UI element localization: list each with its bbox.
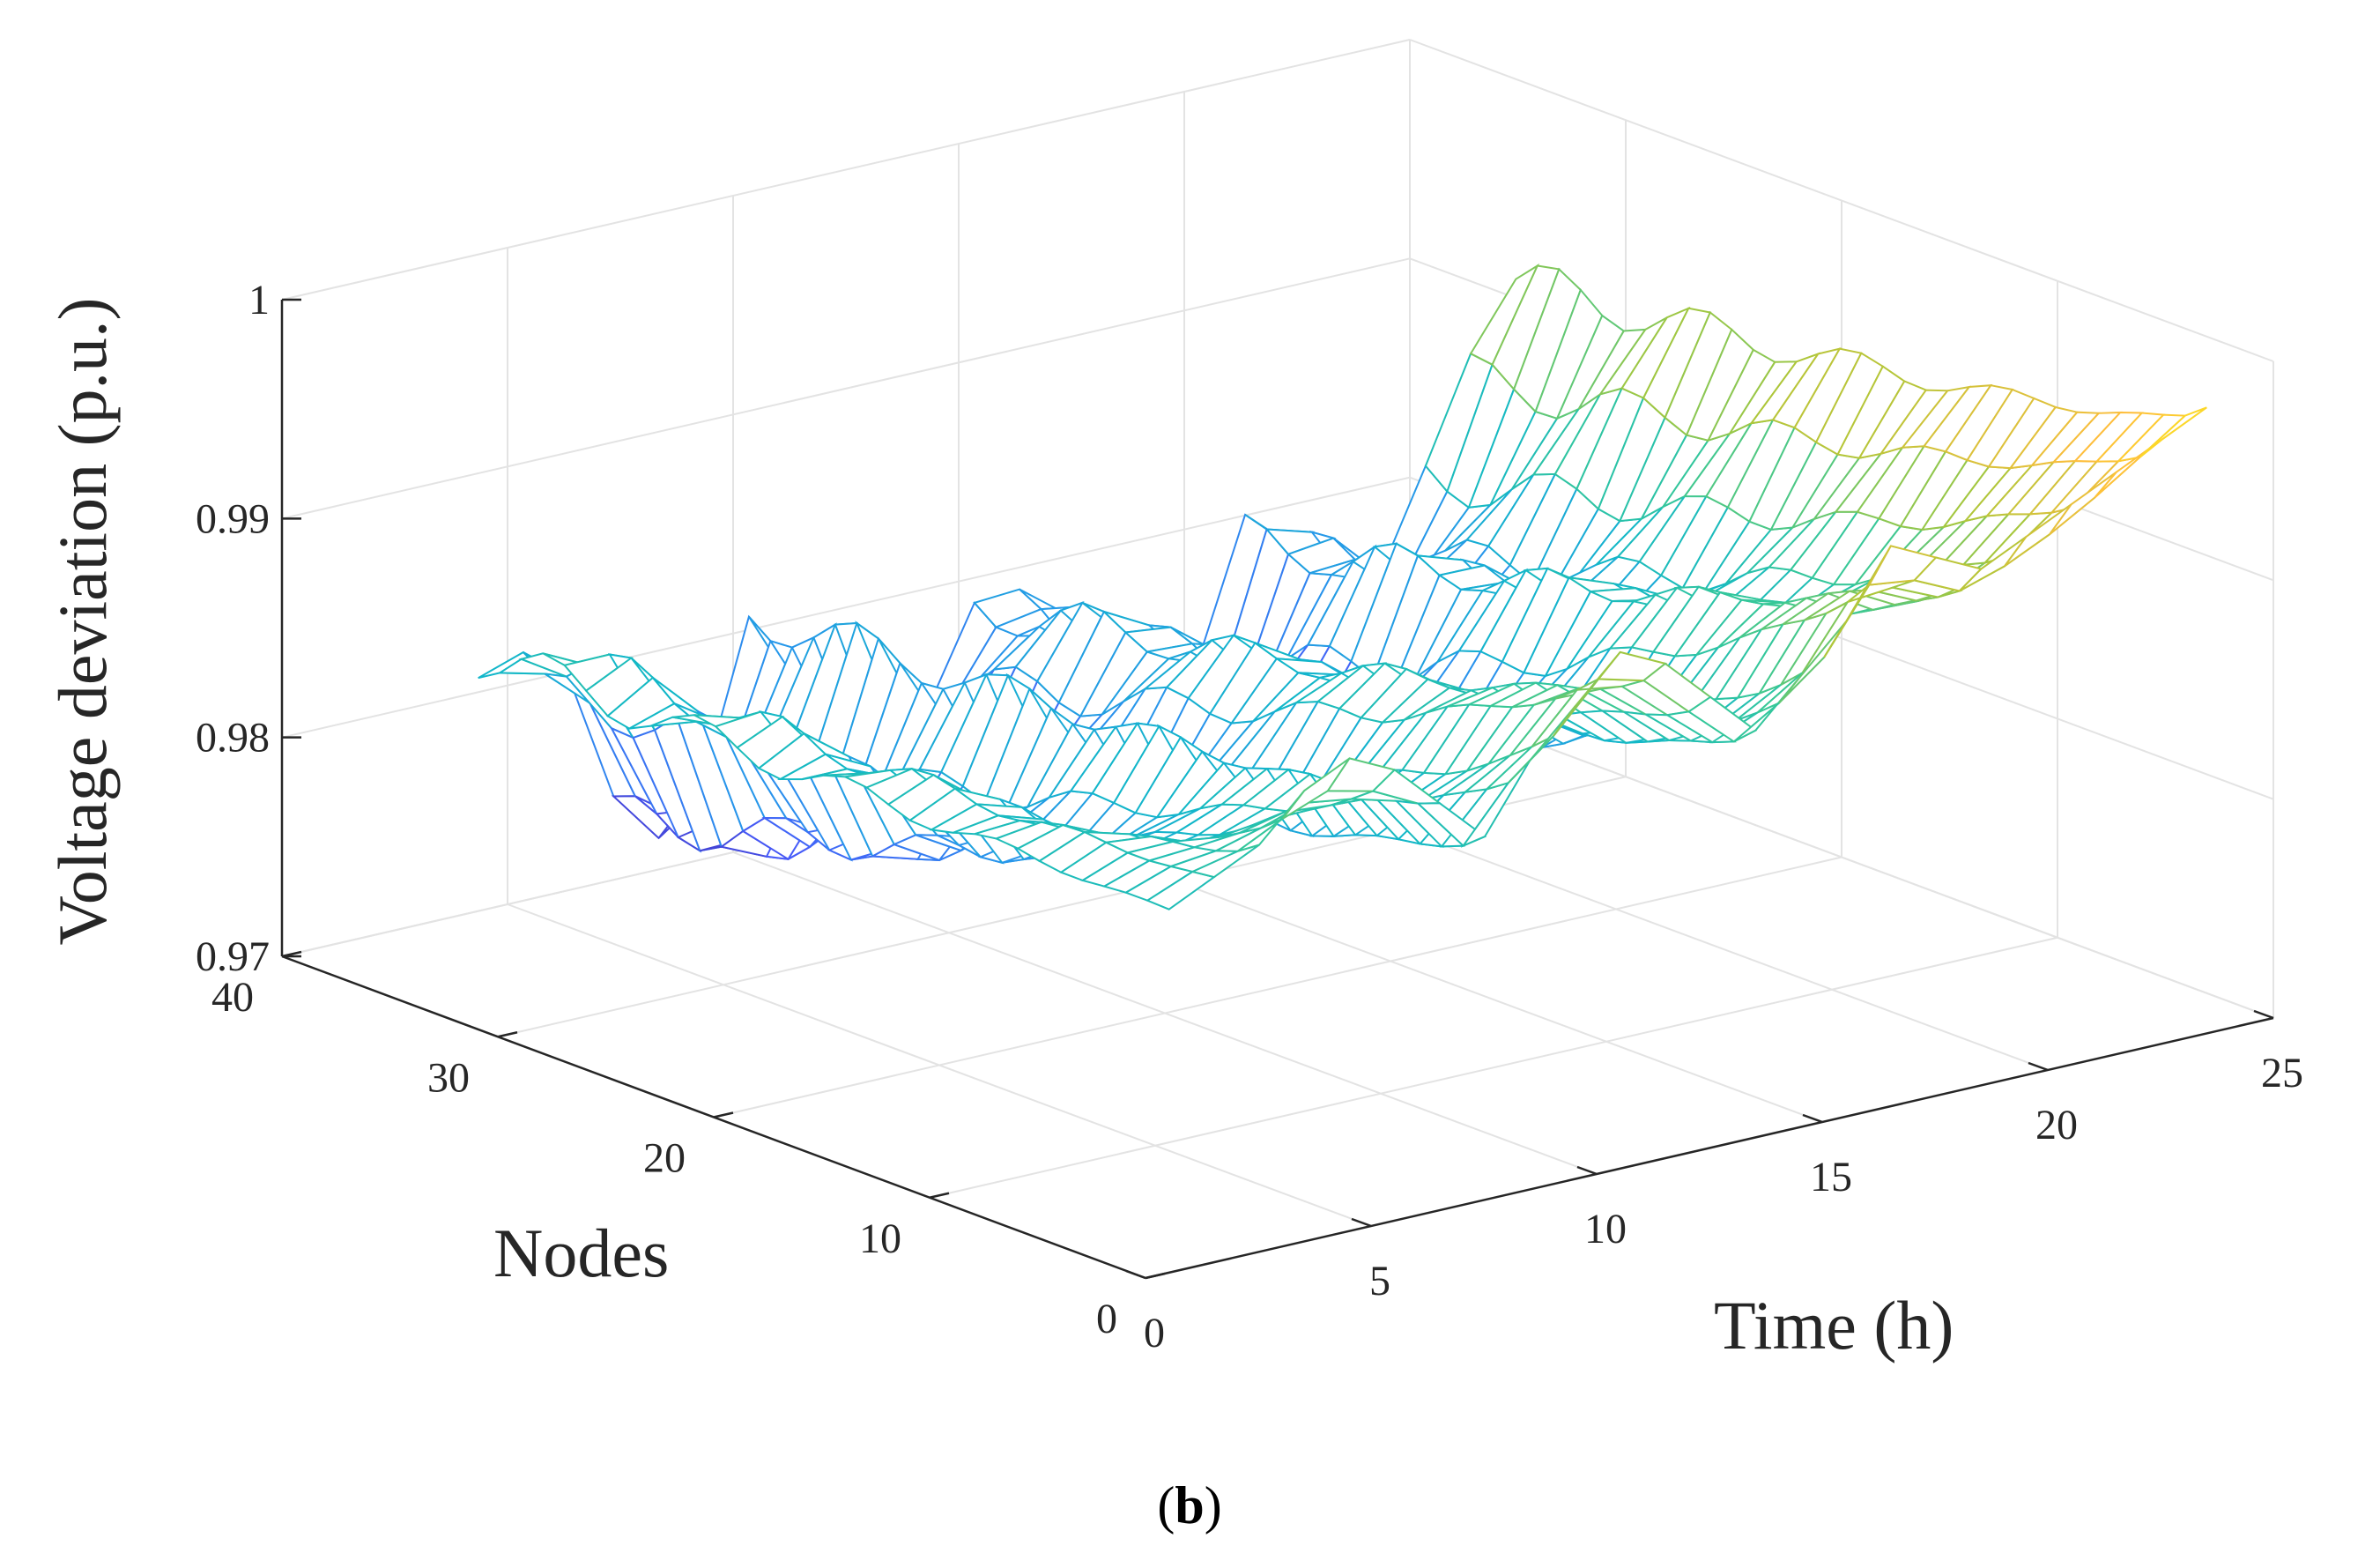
z-axis-label: Voltage deviation (p.u.) [44,297,121,945]
x-tick-mark [1125,1269,1146,1280]
surface-cell [2139,406,2207,458]
x-tick-mark [2028,1061,2049,1072]
x-axis-label: Time (h) [1714,1287,1954,1364]
z-tick-label: 0.99 [196,495,270,542]
x-tick-label: 20 [2035,1102,2078,1148]
x-tick-label: 5 [1369,1258,1390,1304]
y-tick-mark [497,1031,518,1038]
y-tick-label: 0 [1096,1296,1117,1342]
axis-lines [280,298,2274,1280]
y-axis-label: Nodes [493,1215,669,1291]
x-tick-label: 15 [1810,1154,1852,1200]
y-tick-label: 30 [427,1054,470,1101]
back-wall-grid-z [281,39,1411,301]
x-tick-mark [2253,1009,2274,1020]
y-tick-label: 20 [643,1135,686,1182]
y-tick-label: 40 [211,974,254,1021]
back-wall-grid-z [281,476,1411,739]
floor-grid-y [713,856,1842,1118]
y-tick-label: 10 [859,1215,901,1262]
y-tick-mark [1145,1272,1166,1280]
x-tick-mark [1802,1113,1823,1124]
x-tick-mark [1351,1217,1372,1228]
y-tick-mark [713,1111,734,1118]
z-tick-label: 1 [248,277,270,323]
tick-labels: 0 5 10 15 20 25 0 10 20 30 400.97 0.98 0.99 1 [196,277,2303,1356]
x-axis-line [1145,1016,2274,1280]
x-tick-label: 10 [1584,1206,1627,1252]
z-tick-label: 0.97 [196,933,270,980]
x-tick-mark [1576,1165,1598,1176]
side-wall-grid-z [1409,695,2274,1019]
y-tick-mark [929,1192,950,1199]
figure-caption: (b) [1157,1476,1221,1535]
side-wall-grid-z [1409,39,2274,362]
x-tick-label: 25 [2261,1050,2303,1096]
floor-grid-y [929,936,2058,1199]
voltage-surface [478,263,2207,910]
back-wall-grid-z [281,257,1411,520]
x-tick-label: 0 [1144,1310,1165,1356]
z-tick-label: 0.98 [196,715,270,762]
